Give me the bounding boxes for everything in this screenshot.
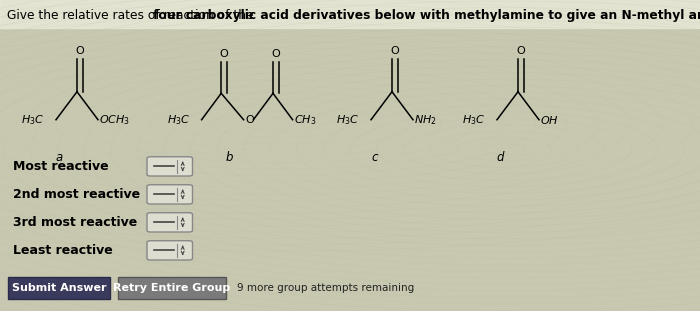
FancyBboxPatch shape bbox=[147, 241, 193, 260]
Text: $NH_2$: $NH_2$ bbox=[414, 113, 438, 127]
Text: $OH$: $OH$ bbox=[540, 114, 559, 126]
Text: $OCH_3$: $OCH_3$ bbox=[99, 113, 130, 127]
Text: O: O bbox=[272, 49, 280, 59]
FancyBboxPatch shape bbox=[147, 185, 193, 204]
Text: b: b bbox=[226, 151, 233, 164]
FancyBboxPatch shape bbox=[118, 277, 226, 299]
Text: $H_3C$: $H_3C$ bbox=[21, 113, 44, 127]
Text: O: O bbox=[246, 115, 255, 125]
FancyBboxPatch shape bbox=[147, 157, 193, 176]
Text: O: O bbox=[220, 49, 228, 59]
Text: Give the relative rates of reaction of the: Give the relative rates of reaction of t… bbox=[7, 9, 258, 22]
Text: 2nd most reactive: 2nd most reactive bbox=[13, 188, 140, 201]
Text: Submit Answer: Submit Answer bbox=[12, 283, 106, 293]
Text: O: O bbox=[517, 46, 525, 56]
Text: a: a bbox=[56, 151, 63, 164]
Text: four carboxylic acid derivatives below with methylamine to give an N-methyl amid: four carboxylic acid derivatives below w… bbox=[153, 9, 700, 22]
Text: Retry Entire Group: Retry Entire Group bbox=[113, 283, 230, 293]
Text: O: O bbox=[76, 46, 84, 56]
FancyBboxPatch shape bbox=[8, 277, 110, 299]
Text: $CH_3$: $CH_3$ bbox=[294, 113, 316, 127]
Text: $H_3C$: $H_3C$ bbox=[462, 113, 485, 127]
Text: Least reactive: Least reactive bbox=[13, 244, 112, 257]
Text: Most reactive: Most reactive bbox=[13, 160, 108, 173]
FancyBboxPatch shape bbox=[147, 213, 193, 232]
Text: 9 more group attempts remaining: 9 more group attempts remaining bbox=[237, 283, 414, 293]
Text: O: O bbox=[391, 46, 399, 56]
Text: c: c bbox=[371, 151, 378, 164]
Text: $H_3C$: $H_3C$ bbox=[167, 113, 190, 127]
Text: d: d bbox=[497, 151, 504, 164]
Bar bbox=[0, 0, 700, 28]
Text: 3rd most reactive: 3rd most reactive bbox=[13, 216, 137, 229]
Text: $H_3C$: $H_3C$ bbox=[336, 113, 359, 127]
